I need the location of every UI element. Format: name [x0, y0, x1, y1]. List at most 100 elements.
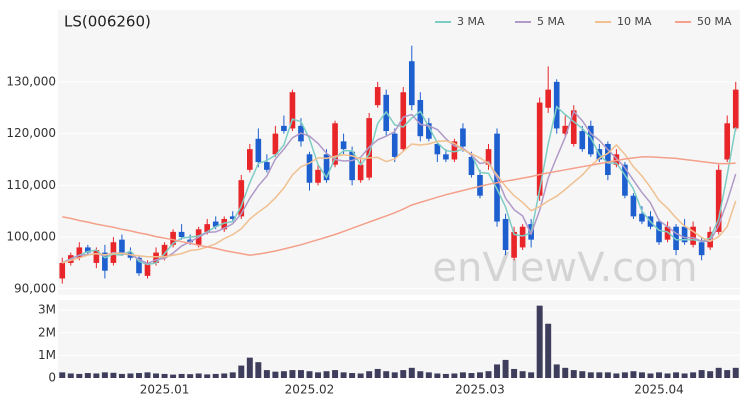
candle-body — [349, 151, 355, 181]
candle-body — [212, 221, 219, 227]
volume-bar — [110, 372, 117, 378]
candle-body — [477, 175, 483, 196]
volume-bar — [468, 373, 475, 378]
candle-body — [562, 125, 569, 134]
y-tick-label: 120,000 — [6, 126, 56, 140]
legend-label: 50 MA — [697, 15, 732, 28]
candle-body — [178, 231, 185, 238]
volume-bar — [144, 372, 151, 378]
volume-bar — [434, 373, 441, 378]
candle-body — [715, 169, 722, 232]
volume-bar — [408, 367, 415, 378]
volume-bar — [59, 372, 66, 378]
volume-bar — [613, 373, 620, 378]
candle-body — [681, 226, 688, 243]
volume-bar — [161, 373, 168, 378]
volume-bar — [170, 374, 177, 378]
candle-body — [579, 131, 586, 150]
candle-body — [289, 92, 296, 129]
candle-body — [622, 164, 628, 196]
candle-body — [76, 247, 83, 258]
y-tick-label: 90,000 — [14, 281, 56, 295]
volume-bar — [621, 372, 628, 378]
candle-body — [639, 213, 645, 222]
candle-body — [59, 262, 66, 279]
volume-bar — [84, 373, 91, 378]
x-tick-label: 2025.01 — [140, 383, 190, 397]
volume-bar — [417, 371, 424, 378]
volume-bar — [664, 373, 671, 378]
candle-body — [536, 102, 543, 196]
volume-bar — [306, 371, 313, 378]
candle-body — [144, 262, 151, 276]
candle-body — [587, 125, 594, 155]
x-tick-label: 2025.04 — [634, 383, 684, 397]
volume-bar — [579, 371, 586, 378]
candle-body — [460, 128, 466, 147]
candle-body — [673, 226, 679, 250]
volume-bar — [315, 372, 321, 378]
volume-bar — [357, 373, 364, 378]
volume-bar — [297, 370, 304, 378]
volume-bar — [178, 373, 185, 378]
volume-bar — [528, 372, 535, 378]
volume-bar — [477, 372, 483, 378]
volume-bar — [647, 373, 654, 378]
candle-body — [690, 226, 696, 245]
candle-body — [451, 141, 458, 160]
volume-bar — [519, 371, 526, 378]
candle-body — [85, 247, 91, 253]
volume-bar — [76, 373, 83, 378]
candle-body — [204, 224, 211, 232]
volume-bar — [187, 374, 194, 378]
candle-body — [221, 218, 228, 230]
candle-body — [707, 231, 713, 248]
volume-bar — [67, 373, 74, 378]
candle-body — [374, 87, 381, 106]
volume-bar — [263, 370, 270, 378]
volume-bar — [229, 372, 236, 378]
volume-bar — [374, 368, 381, 378]
volume-bar — [732, 367, 739, 378]
volume-bar — [400, 370, 407, 378]
volume-bar — [118, 373, 125, 378]
candle-body — [153, 252, 159, 263]
volume-bar — [562, 367, 569, 378]
volume-bar — [246, 357, 253, 378]
volume-bar — [349, 373, 356, 378]
volume-bar — [136, 373, 142, 378]
y-tick-label: 0 — [48, 371, 56, 385]
watermark: enViewV.com — [432, 245, 697, 291]
ma-line — [61, 109, 737, 265]
candle-body — [426, 123, 432, 139]
candle-body — [553, 81, 560, 129]
candle-body — [315, 169, 321, 183]
candle-body — [698, 242, 705, 256]
x-tick-label: 2025.02 — [285, 383, 335, 397]
y-tick-label: 3M — [38, 303, 56, 317]
volume-bar — [485, 371, 492, 378]
y-tick-label: 2M — [38, 325, 56, 339]
candle-body — [485, 149, 492, 165]
candle-body — [229, 216, 236, 219]
candle-body — [93, 250, 100, 263]
volume-bar — [681, 373, 688, 378]
candle-body — [664, 226, 671, 240]
volume-bar — [195, 373, 202, 378]
legend-label: 5 MA — [537, 15, 565, 28]
volume-bar — [604, 372, 611, 378]
ma-line — [62, 156, 736, 256]
candle-body — [170, 231, 176, 245]
chart-title: LS(006260) — [64, 13, 151, 31]
candle-body — [246, 149, 253, 170]
candle-body — [468, 156, 475, 175]
y-tick-label: 100,000 — [6, 230, 56, 244]
candle-body — [434, 143, 441, 155]
volume-bar — [715, 367, 722, 378]
candle-body — [545, 89, 552, 108]
y-tick-label: 1M — [38, 348, 56, 362]
volume-bar — [724, 370, 731, 378]
volume-bar — [638, 372, 645, 378]
